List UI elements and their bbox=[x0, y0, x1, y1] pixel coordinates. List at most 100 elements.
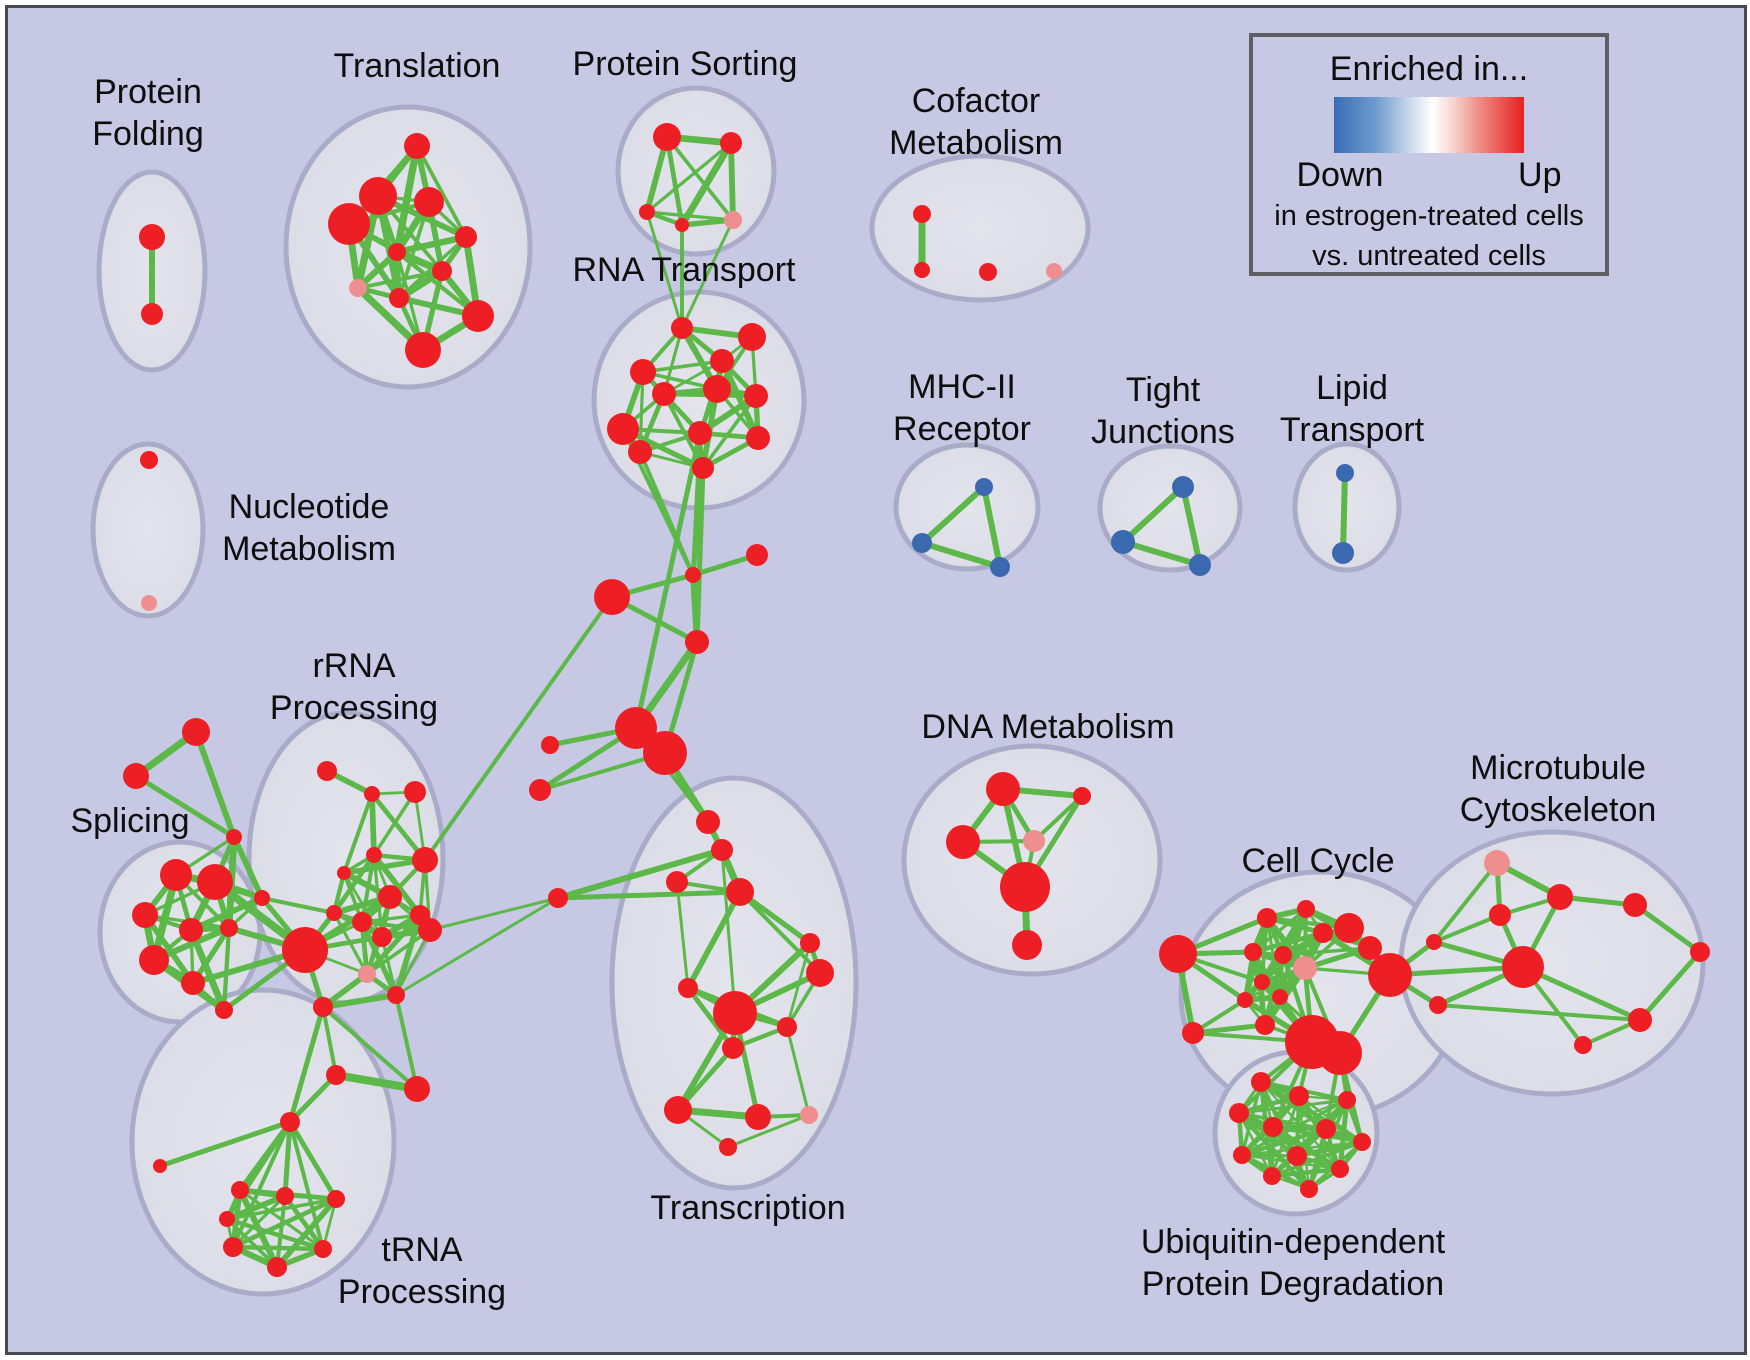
node-tl5 bbox=[455, 226, 477, 248]
cluster-ellipse-nucleotide-metabolism bbox=[90, 441, 206, 619]
edge bbox=[1437, 1003, 1641, 1022]
edge bbox=[134, 773, 236, 840]
edge bbox=[728, 142, 736, 221]
node-cc4 bbox=[1297, 900, 1315, 918]
node-sp1 bbox=[160, 859, 192, 891]
edge bbox=[335, 1071, 418, 1093]
edge bbox=[686, 986, 735, 1050]
edge bbox=[645, 141, 733, 214]
node-ub4 bbox=[1229, 1103, 1249, 1123]
node-tcA bbox=[541, 736, 559, 754]
cluster-label-protein-folding: Protein bbox=[94, 73, 202, 111]
edge bbox=[664, 136, 685, 226]
node-cc9 bbox=[1244, 943, 1262, 961]
cluster-label-splicing: Splicing bbox=[70, 802, 189, 840]
node-tq8 bbox=[800, 1106, 818, 1124]
node-ub12 bbox=[1300, 1180, 1318, 1198]
edge bbox=[369, 793, 377, 856]
node-rt7 bbox=[744, 384, 768, 408]
node-tq9 bbox=[719, 1138, 737, 1156]
node-rr15 bbox=[313, 997, 333, 1017]
cluster-label-mhc-ii-receptor: Receptor bbox=[893, 410, 1031, 448]
node-rt2 bbox=[738, 323, 766, 351]
node-rt6 bbox=[703, 375, 731, 403]
node-ub1 bbox=[1251, 1072, 1271, 1092]
node-ub8 bbox=[1233, 1146, 1251, 1164]
edge bbox=[231, 1121, 292, 1248]
edge bbox=[1432, 861, 1499, 944]
node-tcB bbox=[529, 779, 551, 801]
node-rr1 bbox=[317, 761, 337, 781]
edge bbox=[357, 269, 443, 290]
node-rt3 bbox=[710, 349, 734, 373]
edge bbox=[727, 1113, 810, 1149]
cluster-label-mhc-ii-receptor: MHC-II bbox=[908, 368, 1016, 406]
edge bbox=[287, 1120, 339, 1201]
edge bbox=[665, 135, 735, 222]
edge bbox=[680, 219, 735, 329]
edge bbox=[193, 730, 237, 839]
node-cf2 bbox=[914, 262, 930, 278]
node-rt8 bbox=[607, 413, 639, 445]
node-cc18 bbox=[1426, 934, 1442, 950]
node-ub3 bbox=[1338, 1091, 1356, 1109]
node-rr4 bbox=[366, 847, 382, 863]
node-lt1 bbox=[1336, 464, 1354, 482]
edge bbox=[415, 145, 468, 238]
node-tl10 bbox=[462, 300, 494, 332]
node-ch2 bbox=[746, 544, 768, 566]
cluster-label-lipid-transport: Transport bbox=[1280, 411, 1425, 449]
edge bbox=[719, 359, 761, 440]
cluster-ellipse-tight-junctions bbox=[1097, 443, 1243, 573]
node-pf2 bbox=[141, 303, 163, 325]
edge bbox=[231, 835, 265, 900]
node-sp8 bbox=[215, 1001, 233, 1019]
edge bbox=[395, 896, 559, 997]
node-rt10 bbox=[746, 426, 770, 450]
cluster-label-nucleotide-metabolism: Metabolism bbox=[222, 530, 396, 568]
node-tn5 bbox=[219, 1211, 235, 1227]
edge bbox=[1120, 484, 1186, 545]
edge bbox=[365, 928, 432, 976]
node-pf1 bbox=[139, 224, 165, 250]
cluster-label-cell-cycle: Cell Cycle bbox=[1241, 842, 1394, 880]
edge bbox=[720, 849, 737, 1014]
cluster-label-trna-processing: Processing bbox=[338, 1273, 506, 1311]
cluster-label-cofactor-metabolism: Cofactor bbox=[912, 82, 1041, 120]
edge bbox=[288, 1073, 338, 1124]
legend-down-label: Down bbox=[1296, 156, 1384, 194]
node-mt1 bbox=[1484, 850, 1510, 876]
node-tb1 bbox=[326, 1065, 346, 1085]
node-cc12 bbox=[1272, 989, 1288, 1005]
node-mt4 bbox=[1502, 946, 1544, 988]
edge bbox=[343, 857, 426, 876]
node-mt6 bbox=[1690, 942, 1710, 962]
node-tl6 bbox=[388, 243, 406, 261]
edge bbox=[274, 1197, 339, 1269]
node-hub2 bbox=[643, 731, 687, 775]
edge bbox=[1521, 964, 1642, 1023]
node-ub7 bbox=[1353, 1133, 1371, 1151]
node-dm5 bbox=[1000, 862, 1050, 912]
node-ch4 bbox=[685, 630, 709, 654]
node-tp4 bbox=[666, 871, 688, 893]
node-tl1 bbox=[404, 133, 430, 159]
edge bbox=[370, 792, 427, 862]
node-sp4 bbox=[179, 918, 203, 942]
node-cc10 bbox=[1274, 946, 1292, 964]
node-mt7 bbox=[1628, 1008, 1652, 1032]
edge bbox=[372, 791, 417, 856]
edge bbox=[1272, 1125, 1363, 1144]
node-nm2 bbox=[141, 595, 157, 611]
node-cf3 bbox=[979, 263, 997, 281]
edge bbox=[646, 210, 734, 222]
node-fr1 bbox=[182, 718, 210, 746]
edge bbox=[221, 927, 232, 1011]
node-tb2 bbox=[404, 1076, 430, 1102]
node-rr2 bbox=[364, 786, 380, 802]
node-sp9 bbox=[254, 890, 270, 906]
edge bbox=[342, 793, 374, 874]
node-tq10 bbox=[800, 933, 820, 953]
node-sp5 bbox=[220, 919, 238, 937]
